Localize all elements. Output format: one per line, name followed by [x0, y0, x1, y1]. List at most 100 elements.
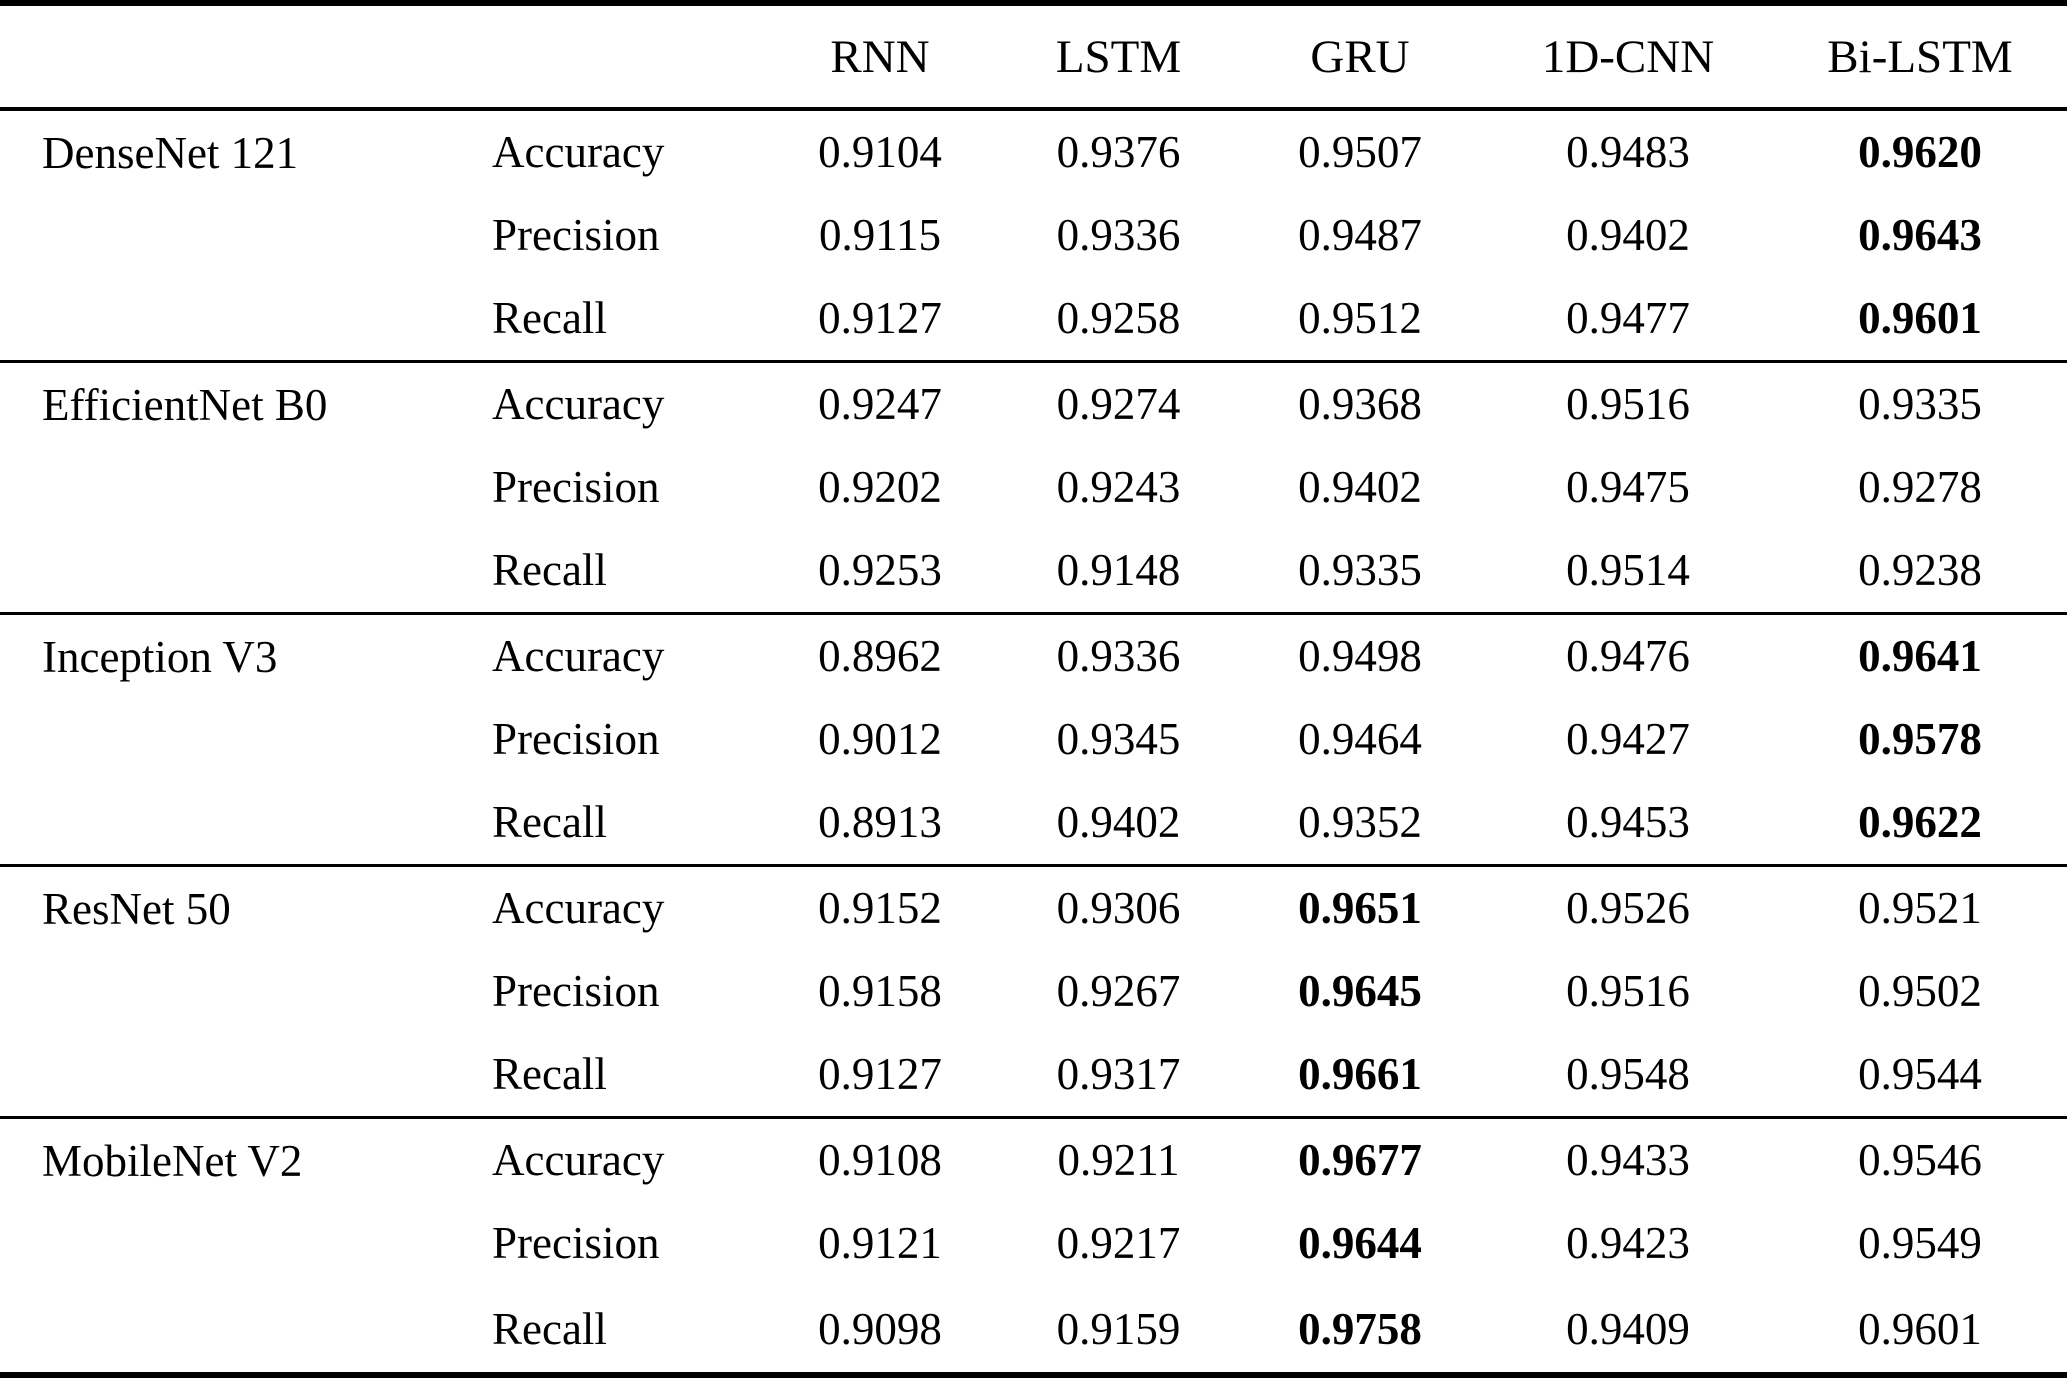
table-row: Precision 0.9202 0.9243 0.9402 0.9475 0.… [0, 445, 2067, 529]
cell-value: 0.9641 [1858, 630, 1982, 681]
cell-value: 0.9115 [818, 210, 942, 260]
header-1d-cnn: 1D-CNN [1541, 30, 1715, 83]
cell-value: 0.9409 [1566, 1303, 1690, 1354]
cell-value: 0.9516 [1566, 966, 1690, 1016]
cell-value: 0.8962 [818, 630, 942, 681]
table-row: Recall 0.9127 0.9258 0.9512 0.9477 0.960… [0, 277, 2067, 361]
cell-value: 0.9475 [1566, 462, 1690, 512]
cell-value: 0.9514 [1566, 545, 1690, 596]
header-row: RNN LSTM GRU 1D-CNN Bi-LSTM [0, 3, 2067, 109]
cell-value: 0.9601 [1858, 1303, 1982, 1354]
model-name: ResNet 50 [42, 883, 231, 934]
cell-value: 0.9211 [1057, 1134, 1180, 1185]
cell-value: 0.9238 [1858, 545, 1982, 596]
cell-value: 0.9152 [818, 882, 942, 933]
table-row: Precision 0.9158 0.9267 0.9645 0.9516 0.… [0, 949, 2067, 1033]
cell-value: 0.9483 [1566, 127, 1690, 177]
cell-value: 0.9578 [1858, 714, 1982, 764]
cell-value: 0.9644 [1298, 1218, 1422, 1268]
cell-value: 0.9258 [1056, 293, 1181, 344]
cell-value: 0.9336 [1056, 210, 1181, 260]
table-row: EfficientNet B0 Accuracy 0.9247 0.9274 0… [0, 361, 2067, 445]
cell-value: 0.9544 [1858, 1049, 1982, 1100]
metric-label: Recall [492, 1049, 607, 1100]
group-mobilenet-v2: MobileNet V2 Accuracy 0.9108 0.9211 0.96… [0, 1117, 2067, 1375]
group-densenet-121: DenseNet 121 Accuracy 0.9104 0.9376 0.95… [0, 109, 2067, 361]
cell-value: 0.9502 [1858, 966, 1982, 1016]
cell-value: 0.9368 [1298, 378, 1422, 429]
metric-label: Precision [492, 210, 660, 260]
cell-value: 0.9335 [1298, 545, 1422, 596]
cell-value: 0.9336 [1056, 630, 1181, 681]
model-name: EfficientNet B0 [42, 379, 328, 430]
metric-label: Accuracy [492, 882, 665, 933]
cell-value: 0.9758 [1298, 1303, 1422, 1354]
cell-value: 0.9643 [1858, 210, 1982, 260]
cell-value: 0.9376 [1056, 127, 1181, 177]
group-inception-v3: Inception V3 Accuracy 0.8962 0.9336 0.94… [0, 613, 2067, 865]
cell-value: 0.9121 [818, 1218, 942, 1268]
metric-label: Precision [492, 714, 660, 764]
cell-value: 0.9516 [1566, 378, 1690, 429]
cell-value: 0.9433 [1566, 1134, 1690, 1185]
cell-value: 0.9464 [1298, 714, 1422, 764]
group-efficientnet-b0: EfficientNet B0 Accuracy 0.9247 0.9274 0… [0, 361, 2067, 613]
cell-value: 0.9423 [1566, 1218, 1690, 1268]
metric-label: Recall [492, 293, 607, 344]
cell-value: 0.9402 [1056, 797, 1181, 848]
cell-value: 0.9546 [1858, 1134, 1982, 1185]
header-rnn: RNN [830, 30, 930, 83]
table-row: Precision 0.9012 0.9345 0.9464 0.9427 0.… [0, 697, 2067, 781]
table-row: Recall 0.9253 0.9148 0.9335 0.9514 0.923… [0, 529, 2067, 613]
cell-value: 0.9476 [1566, 630, 1690, 681]
cell-value: 0.9549 [1858, 1218, 1982, 1268]
table-row: DenseNet 121 Accuracy 0.9104 0.9376 0.95… [0, 109, 2067, 193]
model-name: MobileNet V2 [42, 1135, 303, 1186]
table-row: Precision 0.9121 0.9217 0.9644 0.9423 0.… [0, 1201, 2067, 1285]
cell-value: 0.9601 [1858, 293, 1982, 344]
cell-value: 0.9306 [1056, 882, 1181, 933]
header-lstm: LSTM [1055, 30, 1182, 83]
metric-label: Accuracy [492, 378, 665, 429]
cell-value: 0.9127 [818, 293, 942, 344]
cell-value: 0.9127 [818, 1049, 942, 1100]
metric-label: Accuracy [492, 127, 665, 177]
cell-value: 0.9677 [1298, 1134, 1422, 1185]
table-row: ResNet 50 Accuracy 0.9152 0.9306 0.9651 … [0, 865, 2067, 949]
cell-value: 0.9498 [1298, 630, 1422, 681]
table-header: RNN LSTM GRU 1D-CNN Bi-LSTM [0, 3, 2067, 109]
header-bi-lstm: Bi-LSTM [1827, 30, 2013, 83]
cell-value: 0.9159 [1056, 1303, 1181, 1354]
cell-value: 0.9453 [1566, 797, 1690, 848]
metric-label: Precision [492, 966, 660, 1016]
cell-value: 0.9661 [1298, 1049, 1422, 1100]
cell-value: 0.9521 [1858, 882, 1982, 933]
cell-value: 0.9317 [1056, 1049, 1181, 1100]
metric-label: Recall [492, 797, 607, 848]
cell-value: 0.9274 [1056, 378, 1181, 429]
cell-value: 0.9247 [818, 378, 942, 429]
cell-value: 0.9335 [1858, 378, 1982, 429]
table-row: Recall 0.8913 0.9402 0.9352 0.9453 0.962… [0, 781, 2067, 865]
cell-value: 0.8913 [818, 797, 942, 848]
cell-value: 0.9098 [818, 1303, 942, 1354]
metric-label: Precision [492, 1218, 660, 1268]
cell-value: 0.9108 [818, 1134, 942, 1185]
group-resnet-50: ResNet 50 Accuracy 0.9152 0.9306 0.9651 … [0, 865, 2067, 1117]
cell-value: 0.9512 [1298, 293, 1422, 344]
model-name: DenseNet 121 [42, 128, 299, 178]
cell-value: 0.9548 [1566, 1049, 1690, 1100]
cell-value: 0.9402 [1298, 462, 1422, 512]
cell-value: 0.9477 [1566, 293, 1690, 344]
cell-value: 0.9651 [1298, 882, 1422, 933]
cell-value: 0.9148 [1056, 545, 1181, 596]
cell-value: 0.9243 [1056, 462, 1181, 512]
header-metric-spacer [480, 3, 760, 109]
table-row: Recall 0.9098 0.9159 0.9758 0.9409 0.960… [0, 1285, 2067, 1375]
cell-value: 0.9620 [1858, 127, 1982, 177]
cell-value: 0.9012 [818, 714, 942, 764]
metric-label: Recall [492, 545, 607, 596]
cell-value: 0.9345 [1056, 714, 1181, 764]
table-row: Recall 0.9127 0.9317 0.9661 0.9548 0.954… [0, 1033, 2067, 1117]
